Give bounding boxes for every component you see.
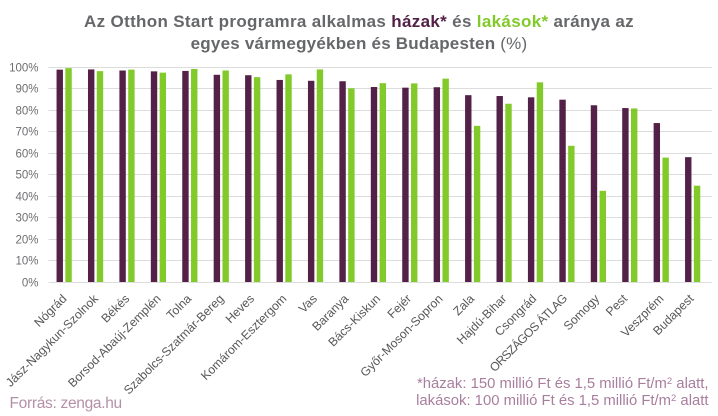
svg-text:Pest: Pest [603, 291, 631, 319]
svg-text:Zala: Zala [450, 291, 477, 318]
svg-text:30%: 30% [15, 213, 38, 225]
svg-text:10%: 10% [15, 256, 38, 268]
svg-text:0%: 0% [22, 278, 39, 290]
svg-text:100%: 100% [9, 63, 38, 75]
svg-text:20%: 20% [15, 235, 38, 247]
svg-text:70%: 70% [15, 127, 38, 139]
svg-text:Vas: Vas [296, 292, 320, 316]
svg-text:60%: 60% [15, 149, 38, 161]
svg-text:50%: 50% [15, 170, 38, 182]
svg-text:40%: 40% [15, 192, 38, 204]
svg-text:Somogy: Somogy [561, 291, 603, 333]
svg-text:80%: 80% [15, 106, 38, 118]
svg-text:90%: 90% [15, 84, 38, 96]
